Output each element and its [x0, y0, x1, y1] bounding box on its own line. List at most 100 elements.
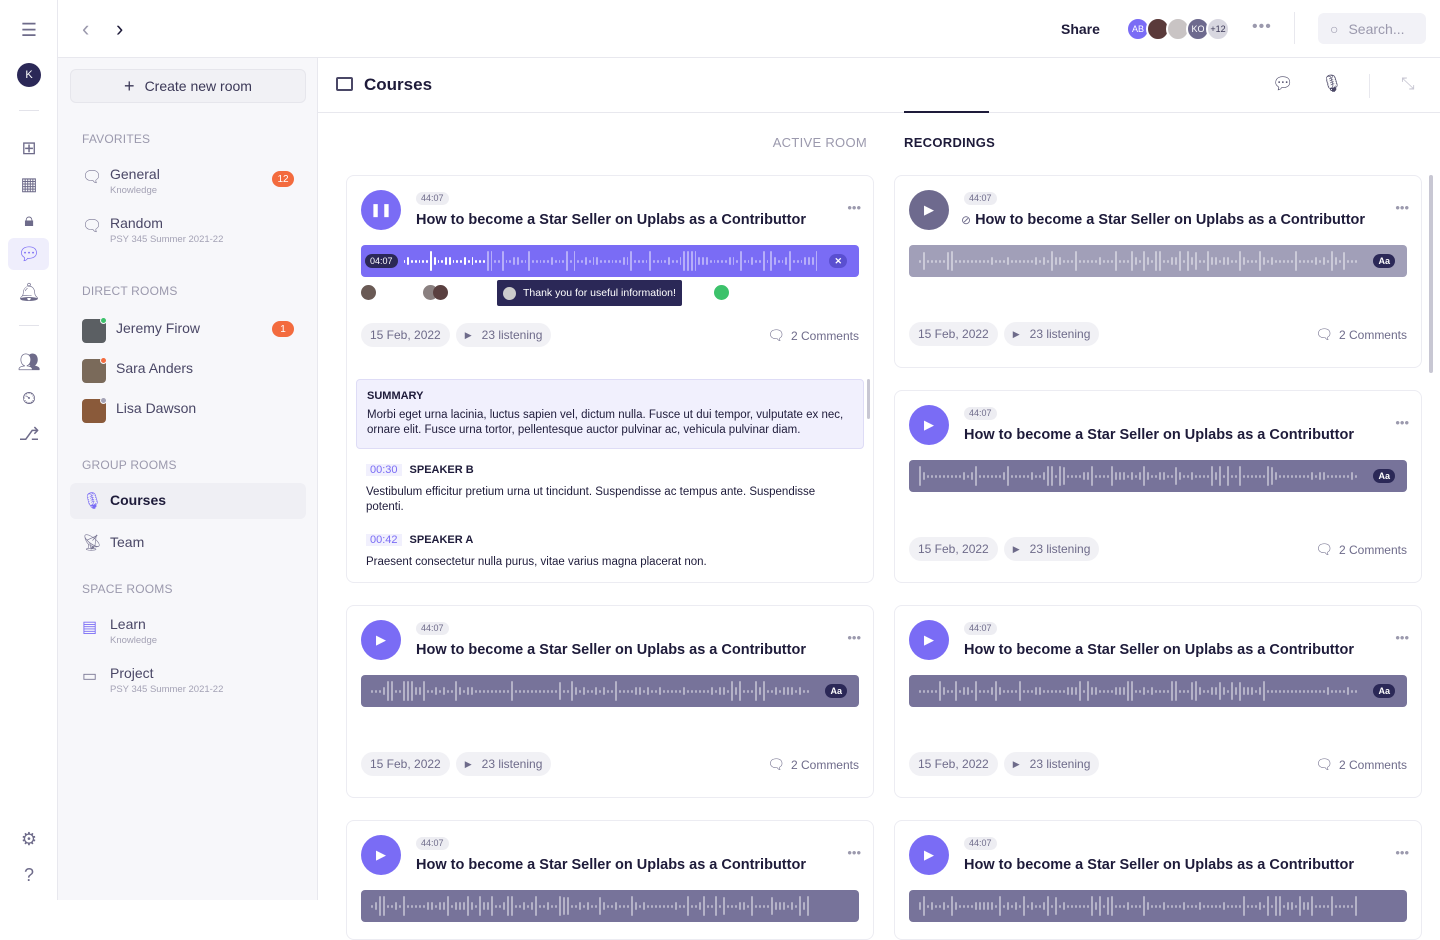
add-square-icon[interactable]: ⊞ — [21, 137, 37, 158]
waveform[interactable]: Aa — [909, 460, 1407, 492]
listening-pill[interactable]: ▶ 23 listening — [455, 323, 552, 347]
waveform[interactable] — [361, 890, 859, 922]
sidebar-item-random[interactable]: 🗨︎ Random PSY 345 Summer 2021-22 — [70, 212, 306, 248]
waveform-bar — [755, 681, 757, 701]
create-room-button[interactable]: + Create new room — [70, 69, 306, 103]
play-button[interactable]: ▶ — [909, 190, 949, 230]
lock-icon[interactable]: 🔒︎ — [24, 209, 34, 230]
close-icon[interactable]: ✕ — [829, 254, 847, 268]
recording-title[interactable]: How to become a Star Seller on Uplabs as… — [416, 857, 806, 873]
microphone-icon[interactable]: 🎙︎ — [1321, 74, 1343, 93]
recording-title[interactable]: How to become a Star Seller on Uplabs as… — [416, 642, 806, 658]
waveform-bar — [690, 251, 693, 271]
bell-icon[interactable]: 🔔︎ — [17, 281, 41, 302]
waveform[interactable]: 04:07 ✕ — [361, 245, 859, 277]
sidebar-item-lisa-dawson[interactable]: Lisa Dawson — [70, 393, 306, 429]
calendar-clock-icon[interactable]: ⏲ — [21, 387, 37, 408]
menu-expand-icon[interactable]: ☰ — [20, 19, 38, 40]
waveform-bar — [671, 689, 673, 693]
play-button[interactable]: ▶ — [909, 620, 949, 660]
recording-title[interactable]: How to become a Star Seller on Uplabs as… — [964, 857, 1354, 873]
captions-badge[interactable]: Aa — [825, 684, 847, 698]
more-options-icon[interactable]: ••• — [1395, 415, 1409, 430]
comments-link[interactable]: 🗨︎ 2 Comments — [1315, 326, 1407, 343]
sidebar-item-learn[interactable]: ▤ Learn Knowledge — [70, 613, 306, 649]
sidebar-item-courses[interactable]: 🎙︎ Courses — [70, 483, 306, 519]
listener-avatar[interactable] — [714, 285, 729, 300]
tab-recordings[interactable]: RECORDINGS — [904, 135, 996, 150]
listener-avatar[interactable] — [361, 285, 376, 300]
more-options-icon[interactable]: ••• — [847, 630, 861, 645]
gear-icon[interactable]: ⚙ — [20, 828, 38, 849]
recording-title[interactable]: How to become a Star Seller on Uplabs as… — [964, 427, 1354, 443]
waveform-bar — [439, 689, 441, 693]
pause-button[interactable]: ❚❚ — [361, 190, 401, 230]
comments-link[interactable]: 🗨︎ 2 Comments — [1315, 541, 1407, 558]
search-input[interactable]: ○ Search... — [1318, 13, 1426, 44]
sidebar-item-sara-anders[interactable]: Sara Anders — [70, 353, 306, 389]
waveform-bar — [1203, 259, 1205, 263]
waveform-bar — [459, 687, 461, 695]
chat-bubbles-icon[interactable]: 💬︎ — [1272, 74, 1294, 93]
listening-pill[interactable]: ▶ 23 listening — [1003, 322, 1100, 346]
participant-avatar[interactable]: +12 — [1206, 17, 1230, 41]
people-icon[interactable]: 👥︎ — [17, 351, 41, 372]
waveform[interactable]: Aa — [909, 675, 1407, 707]
captions-badge[interactable]: Aa — [1373, 254, 1395, 268]
waveform[interactable]: Aa — [361, 675, 859, 707]
captions-badge[interactable]: Aa — [1373, 684, 1395, 698]
sidebar-item-project[interactable]: ▭ Project PSY 345 Summer 2021-22 — [70, 662, 306, 698]
more-options-icon[interactable]: ••• — [1395, 845, 1409, 860]
sidebar-item-jeremy-firow[interactable]: Jeremy Firow 1 — [70, 313, 306, 349]
more-options-icon[interactable]: ••• — [847, 200, 861, 215]
waveform[interactable] — [909, 890, 1407, 922]
waveform-bar — [1163, 259, 1165, 263]
recording-title[interactable]: ⊘ How to become a Star Seller on Uplabs a… — [961, 212, 1365, 228]
play-button[interactable]: ▶ — [909, 835, 949, 875]
chat-icon[interactable]: 💬︎ — [17, 243, 41, 264]
waveform-bar — [1195, 681, 1197, 701]
scrollbar[interactable] — [1429, 175, 1433, 373]
help-icon[interactable]: ? — [23, 864, 34, 885]
timestamp-link[interactable]: 00:30 — [366, 464, 402, 476]
recording-title[interactable]: How to become a Star Seller on Uplabs as… — [416, 212, 806, 228]
collapse-icon[interactable]: ⤡ — [1401, 74, 1415, 93]
user-avatar[interactable]: K — [17, 63, 41, 87]
play-button[interactable]: ▶ — [909, 405, 949, 445]
waveform-bar — [482, 259, 485, 263]
more-icon[interactable]: ••• — [1252, 18, 1272, 35]
more-options-icon[interactable]: ••• — [1395, 630, 1409, 645]
waveform-bar — [751, 257, 754, 265]
listening-pill[interactable]: ▶ 23 listening — [1003, 537, 1100, 561]
share-button[interactable]: Share — [1061, 21, 1100, 37]
listening-pill[interactable]: ▶ 23 listening — [455, 752, 552, 776]
search-placeholder: Search... — [1348, 20, 1405, 37]
grid-icon[interactable]: ▦ — [20, 173, 38, 194]
comments-link[interactable]: 🗨︎ 2 Comments — [767, 327, 859, 344]
status-dot — [100, 357, 107, 364]
more-options-icon[interactable]: ••• — [1395, 200, 1409, 215]
comments-link[interactable]: 🗨︎ 2 Comments — [767, 756, 859, 773]
tab-active-room[interactable]: ACTIVE ROOM — [772, 135, 867, 150]
timestamp-link[interactable]: 00:42 — [366, 534, 402, 546]
waveform-bar — [971, 689, 973, 693]
waveform-bar — [627, 689, 629, 693]
comments-link[interactable]: 🗨︎ 2 Comments — [1315, 756, 1407, 773]
sidebar-item-general[interactable]: 🗨︎ General Knowledge 12 — [70, 163, 306, 199]
waveform-bar — [1159, 689, 1161, 693]
forward-icon[interactable]: › — [116, 16, 124, 41]
more-options-icon[interactable]: ••• — [847, 845, 861, 860]
recording-title[interactable]: How to become a Star Seller on Uplabs as… — [964, 642, 1354, 658]
sidebar-item-team[interactable]: 📡︎ Team — [70, 525, 306, 561]
participant-avatars[interactable]: AB KO +12 — [1126, 17, 1230, 41]
play-button[interactable]: ▶ — [361, 835, 401, 875]
workflow-icon[interactable]: ⎇ — [18, 423, 40, 444]
transcript-scrollbar[interactable] — [867, 379, 870, 419]
play-button[interactable]: ▶ — [361, 620, 401, 660]
waveform[interactable]: Aa — [909, 245, 1407, 277]
captions-badge[interactable]: Aa — [1373, 469, 1395, 483]
waveform-bar — [999, 687, 1001, 695]
listener-avatar[interactable] — [433, 285, 448, 300]
back-icon[interactable]: ‹ — [82, 16, 90, 41]
listening-pill[interactable]: ▶ 23 listening — [1003, 752, 1100, 776]
